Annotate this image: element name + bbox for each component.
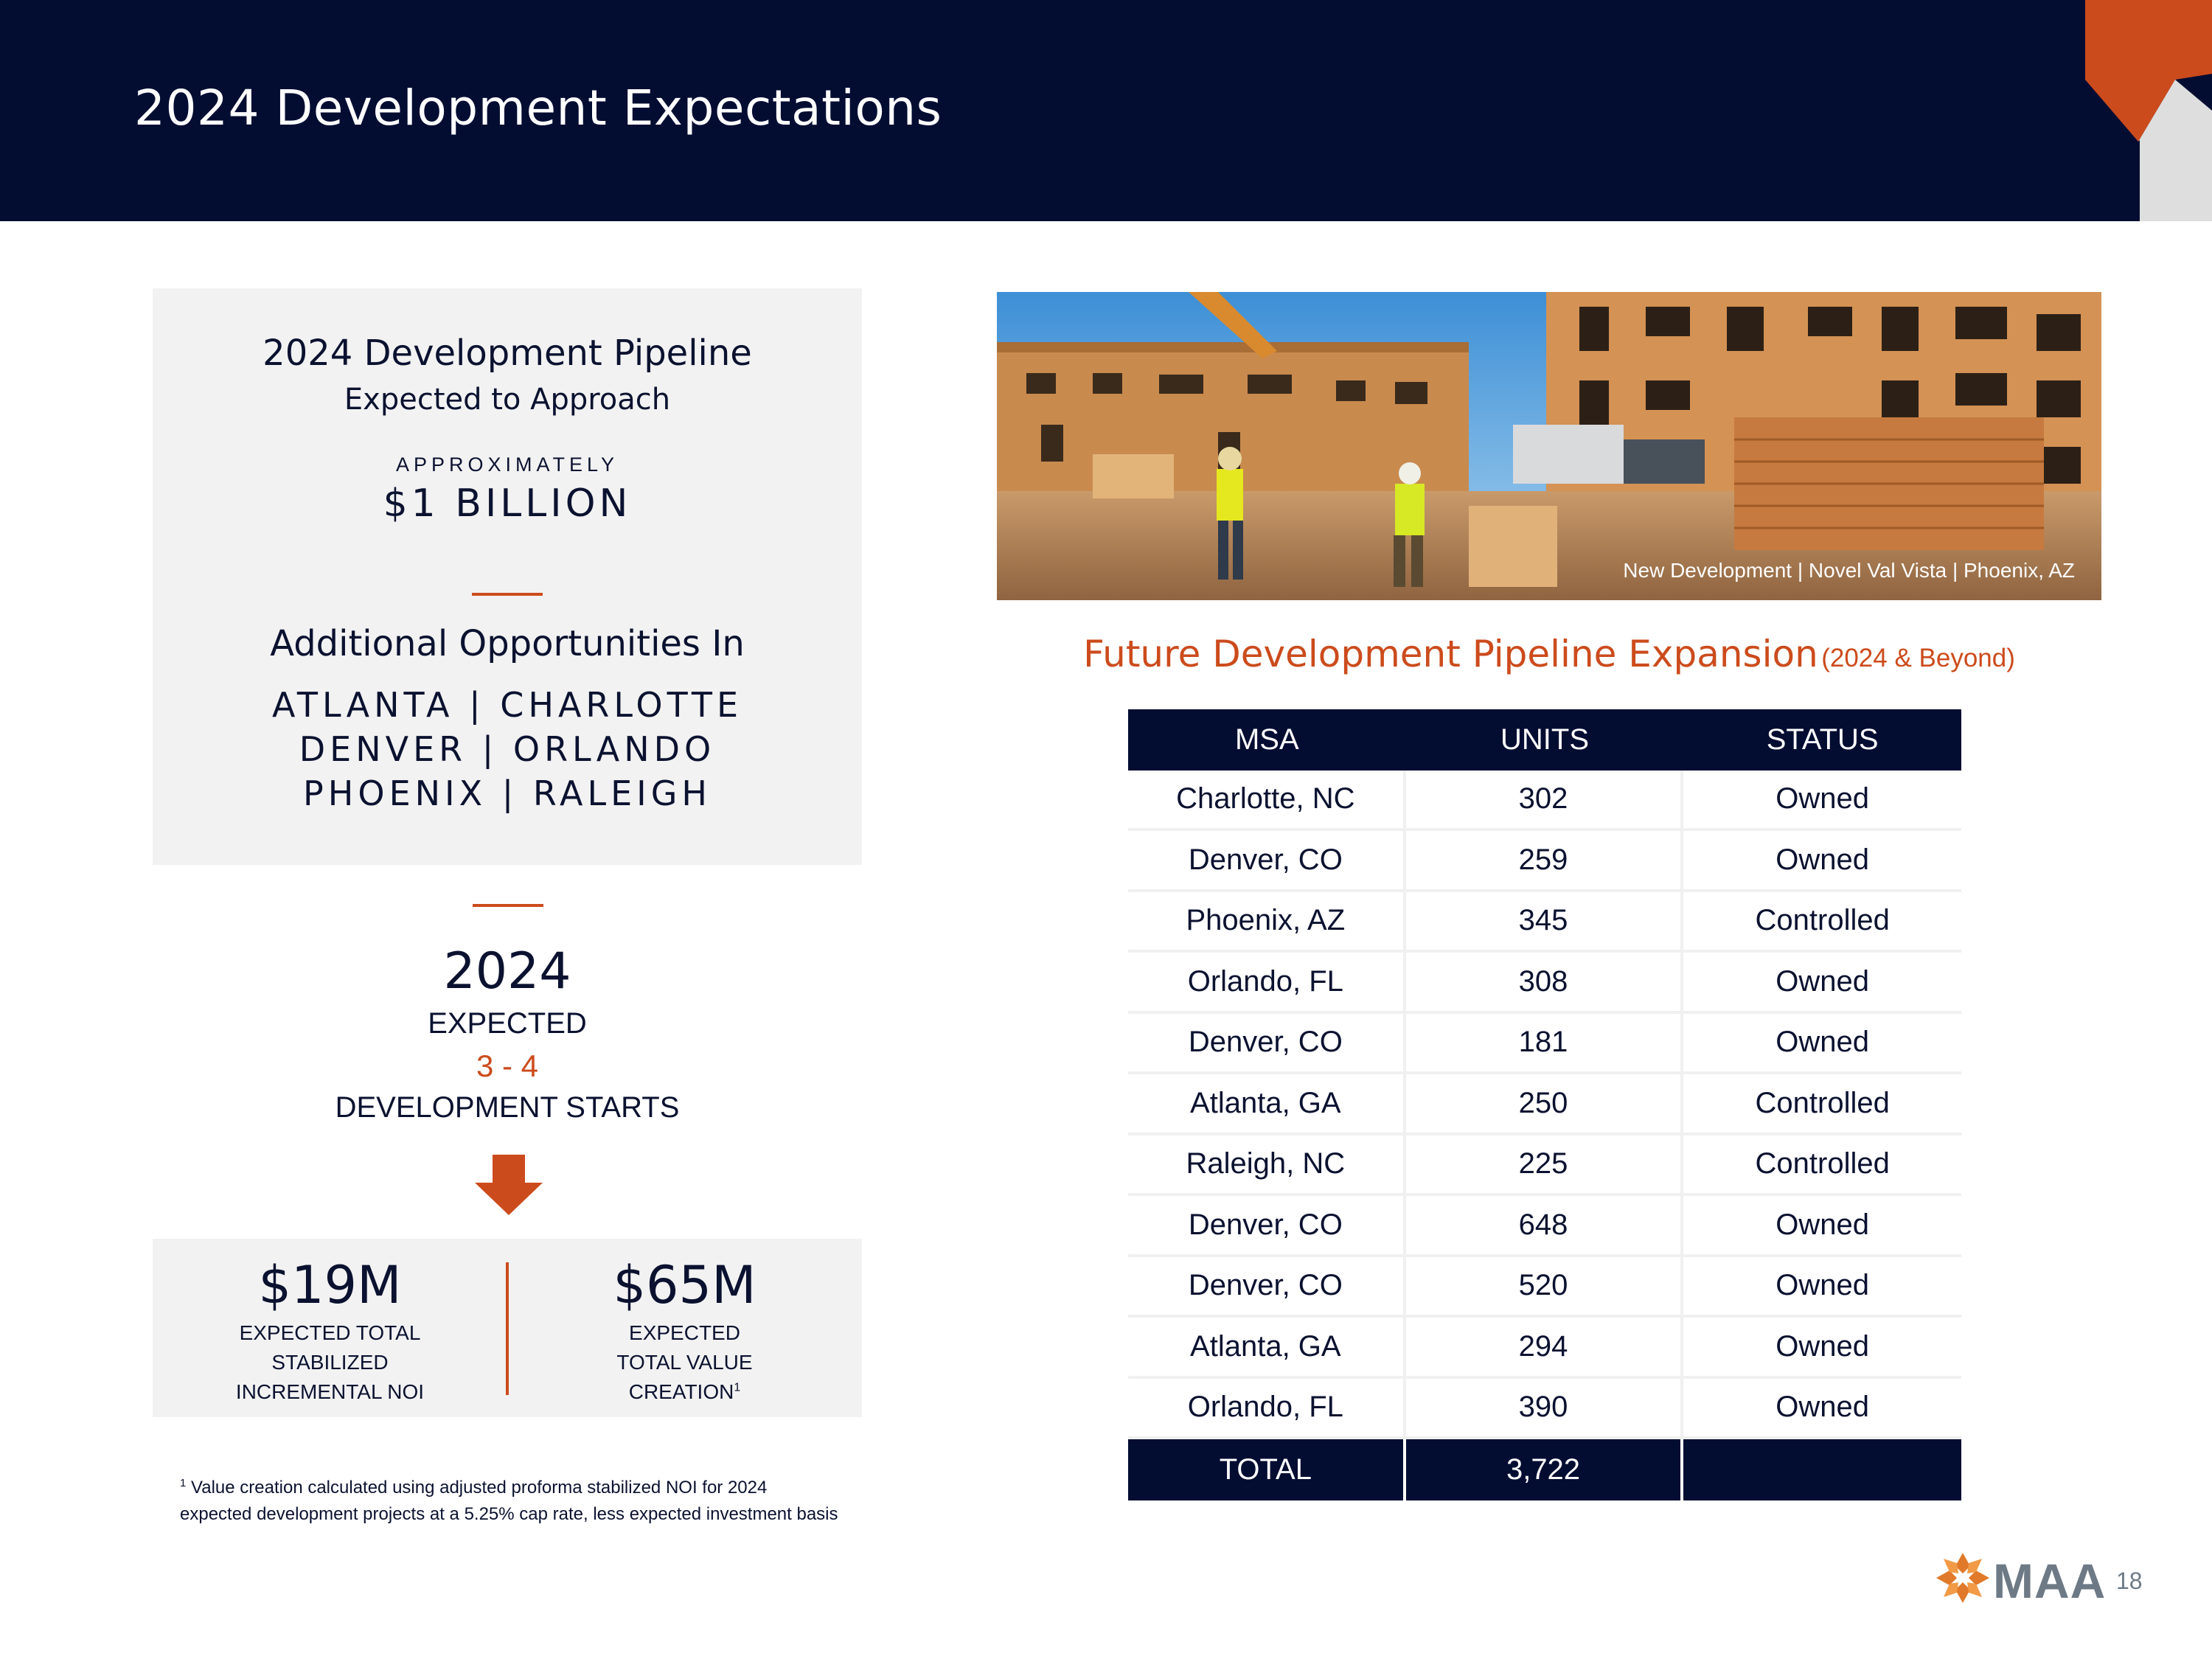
pipeline-title: 2024 Development Pipeline <box>262 333 752 374</box>
table-title-main: Future Development Pipeline Expansion <box>1083 633 1818 675</box>
cell-status: Controlled <box>1683 1074 1962 1135</box>
creation-amount: $65M <box>613 1255 757 1315</box>
cell-msa: Phoenix, AZ <box>1128 891 1406 953</box>
cell-status: Owned <box>1683 1196 1962 1257</box>
cities-line: DENVER | ORLANDO <box>299 729 716 769</box>
noi-label: EXPECTED TOTAL <box>239 1321 421 1344</box>
cell-units: 648 <box>1405 1196 1684 1257</box>
footnote-marker: 1 <box>734 1381 741 1394</box>
cell-units: 294 <box>1405 1318 1684 1379</box>
cell-units: 520 <box>1405 1256 1684 1318</box>
table-title-suffix: (2024 & Beyond) <box>1821 644 2015 672</box>
noi-label: INCREMENTAL NOI <box>235 1380 425 1403</box>
table-row: Denver, CO 648 Owned <box>1128 1196 1962 1257</box>
cell-units: 302 <box>1405 770 1684 831</box>
creation-label: CREATION1 <box>507 1380 862 1404</box>
cell-units: 259 <box>1405 831 1684 892</box>
column-header: UNITS <box>1500 723 1589 756</box>
table-header-row: MSA UNITS STATUS <box>1128 709 1961 771</box>
pipeline-panel: 2024 Development Pipeline Expected to Ap… <box>153 288 862 865</box>
cell-units: 390 <box>1405 1378 1684 1439</box>
table-row: Atlanta, GA 294 Owned <box>1128 1318 1962 1379</box>
creation-label: EXPECTED <box>629 1321 740 1344</box>
starts-expected: EXPECTED <box>428 1007 587 1040</box>
divider-rule <box>473 904 543 907</box>
cell-msa: Denver, CO <box>1128 831 1406 892</box>
footnote-marker: 1 <box>180 1477 187 1489</box>
starts-label: DEVELOPMENT STARTS <box>335 1091 680 1124</box>
table-row: Charlotte, NC 302 Owned <box>1128 770 1962 831</box>
pipeline-subtitle: Expected to Approach <box>344 383 671 417</box>
corner-decoration-icon <box>2085 0 2212 221</box>
divider-rule <box>472 593 543 596</box>
logo-text: MAA <box>1993 1554 2107 1608</box>
noi-label: STABILIZED <box>271 1351 389 1374</box>
total-status <box>1683 1439 1961 1500</box>
cell-status: Owned <box>1683 831 1962 892</box>
cell-msa: Charlotte, NC <box>1128 770 1406 831</box>
down-arrow-icon <box>475 1155 543 1215</box>
table-row: Denver, CO 259 Owned <box>1128 831 1962 892</box>
page-number: 18 <box>2116 1568 2143 1594</box>
table-row: Raleigh, NC 225 Controlled <box>1128 1135 1962 1196</box>
table-row: Denver, CO 181 Owned <box>1128 1013 1962 1074</box>
construction-scene-image <box>997 292 2101 600</box>
cell-msa: Raleigh, NC <box>1128 1135 1406 1196</box>
page-title: 2024 Development Expectations <box>134 80 942 136</box>
maa-logo-icon <box>1936 1553 1989 1603</box>
table-row: Orlando, FL 390 Owned <box>1128 1378 1962 1439</box>
noi-amount: $19M <box>258 1255 402 1315</box>
table-row: Orlando, FL 308 Owned <box>1128 953 1962 1014</box>
table-row: Phoenix, AZ 345 Controlled <box>1128 891 1962 953</box>
value-divider <box>506 1262 509 1395</box>
pipeline-table: MSA UNITS STATUS Charlotte, NC 302 Owned… <box>1128 709 1962 1500</box>
creation-label: TOTAL VALUE <box>616 1351 753 1374</box>
cell-status: Owned <box>1683 1318 1962 1379</box>
cell-msa: Denver, CO <box>1128 1256 1406 1318</box>
cell-status: Controlled <box>1683 1135 1962 1196</box>
starts-count: 3 - 4 <box>476 1048 539 1083</box>
cell-msa: Atlanta, GA <box>1128 1318 1406 1379</box>
cell-units: 225 <box>1405 1135 1684 1196</box>
footnote-text: Value creation calculated using adjusted… <box>180 1478 838 1524</box>
creation-label-text: CREATION <box>628 1380 734 1403</box>
table-title: Future Development Pipeline Expansion (2… <box>997 633 2101 675</box>
table-total-row: TOTAL 3,722 <box>1128 1439 1961 1500</box>
cell-units: 345 <box>1405 891 1684 953</box>
table-row: Atlanta, GA 250 Controlled <box>1128 1074 1962 1135</box>
noi-block: $19M EXPECTED TOTAL STABILIZED INCREMENT… <box>153 1239 507 1417</box>
approx-label: APPROXIMATELY <box>395 453 619 476</box>
table-row: Denver, CO 520 Owned <box>1128 1256 1962 1318</box>
cell-msa: Orlando, FL <box>1128 953 1406 1014</box>
total-units: 3,722 <box>1406 1439 1684 1500</box>
value-panel: $19M EXPECTED TOTAL STABILIZED INCREMENT… <box>153 1239 862 1417</box>
cell-status: Owned <box>1683 953 1962 1014</box>
header-bar: 2024 Development Expectations <box>0 0 2212 221</box>
total-label: TOTAL <box>1128 1439 1406 1500</box>
starts-year: 2024 <box>443 942 571 1001</box>
value-creation-block: $65M EXPECTED TOTAL VALUE CREATION1 <box>507 1239 862 1417</box>
additional-title: Additional Opportunities In <box>270 623 745 664</box>
footnote: 1 Value creation calculated using adjust… <box>180 1470 844 1528</box>
pipeline-amount: $1 BILLION <box>383 481 632 526</box>
column-header: STATUS <box>1766 723 1879 756</box>
construction-photo: New Development | Novel Val Vista | Phoe… <box>997 292 2101 600</box>
cell-units: 250 <box>1405 1074 1684 1135</box>
cell-units: 308 <box>1405 953 1684 1014</box>
cell-msa: Atlanta, GA <box>1128 1074 1406 1135</box>
cell-status: Owned <box>1683 1257 1962 1318</box>
cell-status: Owned <box>1683 1379 1962 1439</box>
cell-msa: Denver, CO <box>1128 1013 1406 1074</box>
cell-msa: Denver, CO <box>1128 1196 1406 1257</box>
cell-status: Controlled <box>1683 892 1962 953</box>
column-header: MSA <box>1234 723 1299 756</box>
cell-status: Owned <box>1683 1014 1962 1074</box>
photo-caption: New Development | Novel Val Vista | Phoe… <box>1623 559 2075 582</box>
cell-status: Owned <box>1683 771 1962 831</box>
cell-msa: Orlando, FL <box>1128 1378 1406 1439</box>
cities-line: PHOENIX | RALEIGH <box>303 773 712 813</box>
cities-line: ATLANTA | CHARLOTTE <box>271 685 743 725</box>
cell-units: 181 <box>1405 1013 1684 1074</box>
